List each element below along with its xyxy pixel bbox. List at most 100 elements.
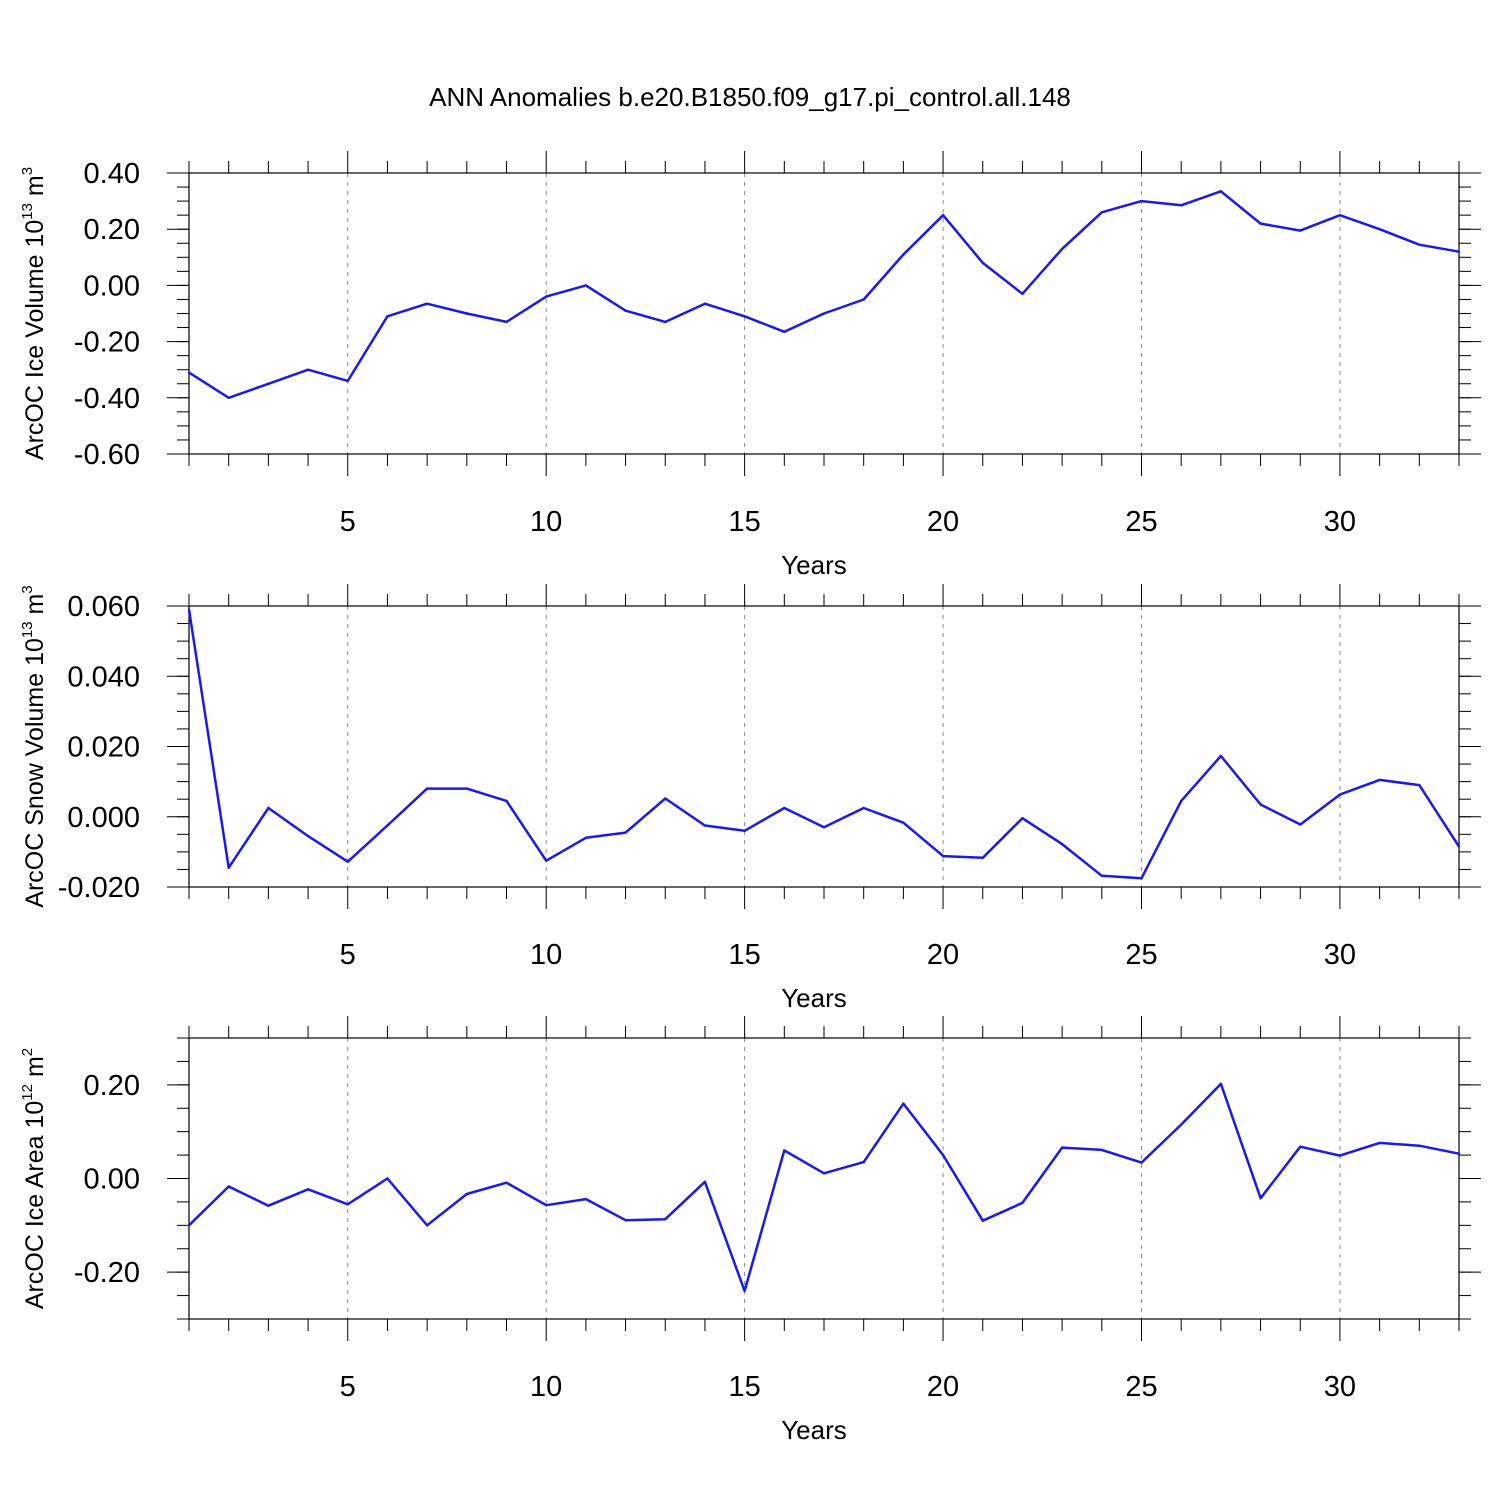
data-point	[267, 806, 270, 810]
data-point	[227, 866, 230, 869]
data-point	[624, 309, 627, 312]
x-axis-label: Years	[781, 1415, 847, 1445]
snow-volume-panel: -0.020 0.000 0.020 0.040 0.060 5 10 15 20 25 30 Yea…	[19, 584, 1481, 1013]
plot-frame	[188, 172, 1460, 455]
data-point	[1219, 190, 1223, 193]
data-point	[584, 284, 588, 287]
data-point	[1180, 204, 1183, 207]
data-point	[1060, 1146, 1064, 1149]
y-tick-label: -0.60	[74, 439, 140, 471]
data-point	[227, 1185, 230, 1188]
data-point	[346, 379, 349, 383]
x-tick-label: 20	[927, 1371, 959, 1403]
data-point	[465, 1192, 468, 1196]
data-point	[862, 1160, 865, 1164]
data-point	[386, 315, 389, 318]
data-point	[1299, 1145, 1302, 1148]
data-point	[425, 302, 429, 305]
y-tick-label: 0.020	[67, 732, 140, 764]
data-point	[1259, 1197, 1262, 1200]
data-point	[584, 836, 588, 839]
y-tick-label: 0.20	[84, 214, 140, 246]
x-tick-label: 30	[1324, 939, 1356, 971]
x-tick-label: 15	[728, 506, 760, 538]
y-tick-label: -0.20	[74, 1257, 140, 1289]
data-point	[505, 320, 508, 324]
data-point	[306, 834, 310, 838]
y-tick-label: 0.40	[84, 158, 140, 190]
x-tick-label: 25	[1125, 1371, 1157, 1403]
data-point	[743, 315, 746, 318]
x-tick-label: 5	[340, 506, 356, 538]
data-point	[981, 261, 984, 265]
plot-frame	[188, 1037, 1460, 1320]
x-tick-label: 20	[927, 506, 959, 538]
data-point	[1299, 229, 1302, 232]
data-point	[267, 382, 270, 385]
data-point	[187, 371, 191, 374]
data-point	[386, 1177, 389, 1180]
data-point	[1259, 803, 1262, 806]
data-point	[783, 806, 786, 810]
data-point	[505, 799, 508, 803]
ice-area-panel: -0.20 0.00 0.20 5 10 15 20 25 30 Years ArcOC Ice A…	[19, 1016, 1481, 1445]
x-tick-label: 5	[340, 1371, 356, 1403]
data-point	[386, 824, 389, 827]
data-point	[545, 859, 548, 862]
data-point	[703, 1180, 707, 1184]
data-point	[1140, 199, 1143, 203]
x-tick-label: 10	[530, 1371, 562, 1403]
data-point	[1021, 817, 1024, 820]
data-point	[425, 1224, 429, 1227]
data-point	[1219, 1082, 1223, 1086]
data-point	[465, 787, 468, 790]
x-tick-label: 5	[340, 939, 356, 971]
data-point	[306, 368, 310, 371]
data-point	[1100, 1148, 1104, 1152]
data-point	[1299, 823, 1302, 826]
x-tick-label: 15	[728, 939, 760, 971]
ice-area-series-line	[188, 1082, 1460, 1293]
y-axis-label: ArcOC Ice Area 1012 m2	[19, 1048, 49, 1309]
ice-volume-panel: -0.60 -0.40 -0.20 0.00 0.20 0.40 5 10 15 20 25 30 Ye…	[19, 151, 1481, 580]
y-tick-label: 0.00	[84, 1164, 140, 1196]
data-point	[1338, 214, 1342, 217]
plot-frame	[188, 605, 1460, 888]
data-point	[703, 824, 707, 827]
data-point	[862, 806, 865, 810]
data-point	[545, 295, 548, 298]
data-point	[624, 1219, 627, 1222]
data-point	[227, 396, 230, 399]
data-point	[822, 826, 826, 829]
data-point	[941, 214, 945, 217]
data-point	[1338, 793, 1342, 796]
data-point	[1457, 1152, 1461, 1155]
snow-volume-series-line	[187, 609, 1461, 880]
data-point	[545, 1204, 548, 1207]
y-tick-label: 0.060	[67, 591, 140, 623]
data-point	[1021, 292, 1024, 295]
data-point	[664, 1218, 667, 1221]
data-point	[862, 298, 865, 301]
x-tick-label: 30	[1324, 1371, 1356, 1403]
data-point	[346, 860, 349, 863]
y-tick-label: -0.020	[58, 872, 140, 904]
data-point	[1378, 228, 1381, 231]
data-point	[1418, 1144, 1421, 1147]
data-point	[743, 829, 746, 832]
y-axis-label: ArcOC Ice Volume 1013 m3	[19, 167, 49, 460]
data-point	[1418, 243, 1421, 246]
data-point	[1021, 1201, 1024, 1205]
data-point	[1457, 250, 1461, 253]
data-point	[902, 821, 905, 824]
x-tick-label: 10	[530, 506, 562, 538]
y-tick-label: 0.040	[67, 661, 140, 693]
data-point	[624, 831, 627, 834]
x-tick-label: 15	[728, 1371, 760, 1403]
data-point	[902, 253, 905, 256]
data-point	[981, 856, 984, 859]
x-axis-label: Years	[781, 983, 847, 1013]
data-point	[941, 854, 945, 858]
data-point	[1100, 874, 1104, 877]
